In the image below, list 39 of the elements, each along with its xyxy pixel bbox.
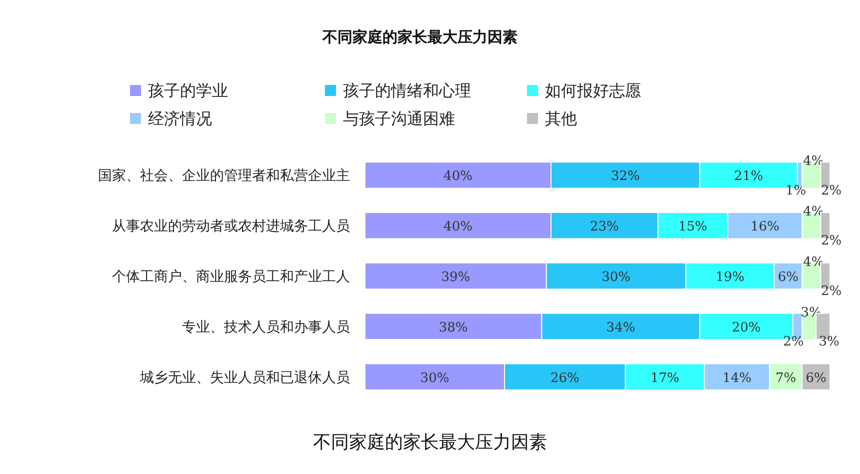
data-label: 6% <box>806 370 826 386</box>
data-label: 6% <box>778 270 798 285</box>
y-tick-label: 从事农业的劳动者或农村进城务工人员 <box>112 218 350 235</box>
data-label: 7% <box>776 370 796 386</box>
data-label: 3% <box>818 334 840 350</box>
text: 不同家庭的家长最大压力因素 <box>313 432 547 453</box>
data-label: 19% <box>716 270 744 285</box>
legend-label: 与孩子沟通困难 <box>343 109 455 128</box>
y-tick-label: 城乡无业、失业人员和已退休人员 <box>139 370 350 386</box>
data-label: 38% <box>438 320 468 336</box>
data-label: 14% <box>722 370 752 386</box>
data-label: 17% <box>650 370 680 386</box>
legend-label: 孩子的学业 <box>148 81 228 100</box>
data-label: 30% <box>602 270 631 285</box>
data-label: 26% <box>550 370 580 386</box>
data-label: 15% <box>678 220 708 235</box>
chart-title: 不同家庭的家长最大压力因素 <box>322 28 518 46</box>
legend-label: 其他 <box>545 109 577 128</box>
data-label: 30% <box>420 370 450 386</box>
data-label: 2% <box>821 183 842 198</box>
data-label: 2% <box>783 334 804 350</box>
y-tick-label: 个体工商户、商业服务员工和产业工人 <box>112 269 350 285</box>
legend-label: 孩子的情绪和心理 <box>343 81 471 100</box>
data-label: 40% <box>444 220 472 235</box>
legend-label: 如何报好志愿 <box>545 81 641 100</box>
data-label: 34% <box>606 320 636 336</box>
data-label: 2% <box>821 284 842 300</box>
data-label: 39% <box>441 270 470 285</box>
data-label: 2% <box>821 234 842 249</box>
data-label: 21% <box>734 169 764 184</box>
data-label: 16% <box>750 220 780 235</box>
legend-label: 经济情况 <box>148 109 212 128</box>
data-label: 40% <box>444 169 472 184</box>
y-tick-label: 专业、技术人员和办事人员 <box>182 319 350 336</box>
data-label: 1% <box>785 183 806 198</box>
data-label: 23% <box>590 220 619 235</box>
data-label: 20% <box>732 320 761 336</box>
data-label: 32% <box>610 169 640 184</box>
y-tick-label: 国家、社会、企业的管理者和私营企业主 <box>98 168 350 184</box>
